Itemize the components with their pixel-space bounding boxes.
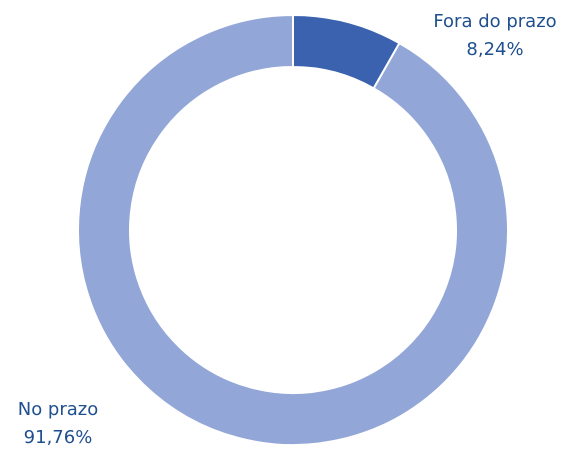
- value-label: 91,76%: [24, 427, 93, 448]
- category-label: No prazo: [18, 399, 99, 420]
- value-label: 8,24%: [466, 39, 523, 60]
- category-label: Fora do prazo: [433, 11, 556, 32]
- donut-segment: [77, 13, 509, 446]
